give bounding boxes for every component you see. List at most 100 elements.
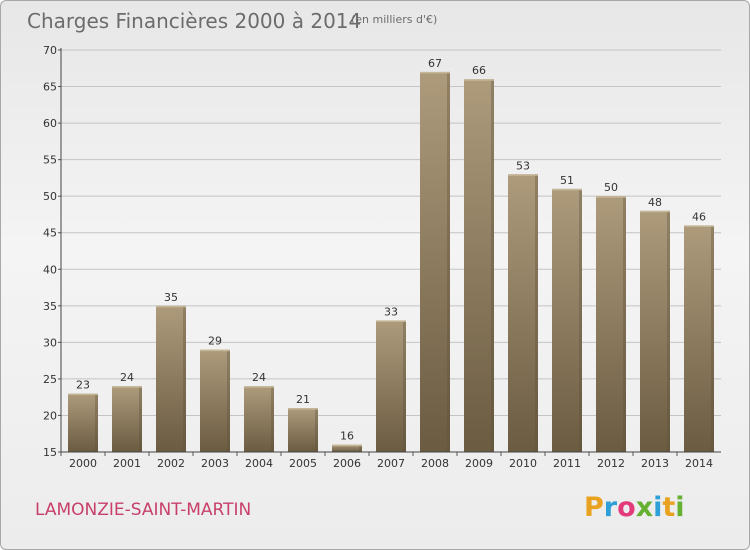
y-tick-label: 20 [43, 409, 57, 422]
bar-shade [183, 305, 186, 452]
bar-shade [667, 210, 670, 452]
bar [552, 188, 582, 452]
bar-top-highlight [420, 71, 450, 74]
bar-shade [315, 408, 318, 452]
data-label: 66 [472, 64, 486, 77]
bar [200, 349, 230, 452]
bar-top-highlight [288, 408, 318, 410]
x-tick-label: 2008 [421, 457, 449, 470]
bar-shade [535, 174, 538, 452]
x-tick-label: 2010 [509, 457, 537, 470]
bar [508, 174, 538, 452]
data-label: 50 [604, 181, 618, 194]
bar-shade [403, 320, 406, 452]
bar-shade [623, 196, 626, 452]
y-tick-label: 45 [43, 227, 57, 240]
logo-letter: P [584, 492, 604, 523]
data-label: 16 [340, 430, 354, 443]
x-tick-label: 2012 [597, 457, 625, 470]
x-tick-label: 2002 [157, 457, 185, 470]
bar-top-highlight [552, 188, 582, 191]
bar-top-highlight [68, 393, 98, 396]
data-label: 24 [120, 371, 134, 384]
data-label: 35 [164, 291, 178, 304]
x-tick-label: 2006 [333, 457, 361, 470]
bar-shade [95, 393, 98, 452]
bar-shade [447, 71, 450, 452]
bar [464, 79, 494, 453]
proxiti-logo: Proxiti [584, 492, 685, 523]
logo-letter: i [653, 492, 662, 523]
bar-top-highlight [464, 79, 494, 81]
bar [288, 408, 318, 452]
logo-letter: r [604, 492, 618, 523]
bar-top-highlight [508, 174, 538, 176]
bar [112, 386, 142, 452]
bar-top-highlight [684, 225, 714, 227]
bar-top-highlight [244, 386, 274, 388]
data-label: 51 [560, 174, 574, 187]
x-tick-label: 2001 [113, 457, 141, 470]
data-labels: 23 24 35 29 24 21 16 33 67 66 53 51 50 48 46 [76, 57, 706, 443]
logo-letter: o [617, 492, 636, 523]
y-tick-label: 60 [43, 117, 57, 130]
bar-top-highlight [332, 444, 362, 447]
y-tick-label: 65 [43, 81, 57, 94]
bar-top-highlight [376, 320, 406, 322]
x-tick-label: 2013 [641, 457, 669, 470]
y-tick-label: 55 [43, 154, 57, 167]
data-label: 33 [384, 305, 398, 318]
bar-shade [359, 444, 362, 452]
chart-title: Charges Financières 2000 à 2014 [27, 9, 361, 33]
bar-shade [139, 386, 142, 452]
bar-shade [491, 79, 494, 453]
commune-name: LAMONZIE-SAINT-MARTIN [35, 500, 251, 520]
bar-top-highlight [112, 386, 142, 388]
chart-subtitle: (en milliers d'€) [351, 13, 437, 26]
x-tick-label: 2003 [201, 457, 229, 470]
x-tick-label: 2007 [377, 457, 405, 470]
bar-top-highlight [200, 349, 230, 352]
bars [68, 71, 714, 453]
bar [68, 393, 98, 452]
bar-shade [227, 349, 230, 452]
x-tick-label: 2000 [69, 457, 97, 470]
bar [332, 444, 362, 452]
y-tick-label: 40 [43, 263, 57, 276]
bar [420, 71, 450, 452]
bar-shade [711, 225, 714, 452]
logo-letter: x [636, 492, 653, 523]
data-label: 21 [296, 393, 310, 406]
bar-top-highlight [640, 210, 670, 213]
logo-letter: i [675, 492, 684, 523]
data-label: 29 [208, 335, 222, 348]
data-label: 53 [516, 159, 530, 172]
bar-top-highlight [156, 305, 186, 308]
logo-letter: t [662, 492, 675, 523]
data-label: 46 [692, 210, 706, 223]
bar-shade [271, 386, 274, 452]
y-tick-label: 50 [43, 190, 57, 203]
data-label: 67 [428, 57, 442, 70]
bar [244, 386, 274, 452]
bar [596, 196, 626, 452]
x-tick-label: 2011 [553, 457, 581, 470]
bar [640, 210, 670, 452]
bar [156, 305, 186, 452]
bar [376, 320, 406, 452]
axes: 15 20 25 30 35 40 45 50 55 60 65 70 2000 2001 2002 2003… [43, 44, 721, 470]
x-tick-label: 2004 [245, 457, 273, 470]
bar [684, 225, 714, 452]
y-tick-label: 70 [43, 44, 57, 57]
y-tick-label: 35 [43, 300, 57, 313]
data-label: 23 [76, 379, 90, 392]
y-tick-label: 30 [43, 336, 57, 349]
data-label: 48 [648, 196, 662, 209]
data-label: 24 [252, 371, 266, 384]
y-tick-label: 15 [43, 446, 57, 459]
x-tick-label: 2009 [465, 457, 493, 470]
y-tick-label: 25 [43, 373, 57, 386]
bar-shade [579, 188, 582, 452]
